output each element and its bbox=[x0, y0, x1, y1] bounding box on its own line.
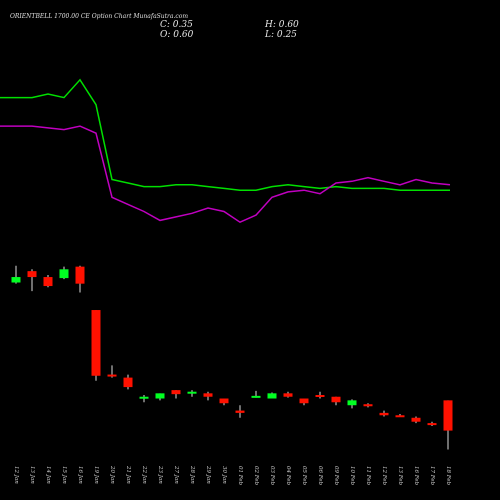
candle-down bbox=[427, 423, 437, 426]
date-tick-label: 05 Feb bbox=[301, 466, 307, 486]
candle-down bbox=[379, 412, 389, 416]
date-tick-label: 23 Jan bbox=[157, 465, 163, 484]
candle-down bbox=[203, 393, 213, 397]
date-tick-label: 13 Feb bbox=[397, 466, 403, 486]
candle-down bbox=[123, 377, 133, 388]
candle-down bbox=[283, 393, 293, 397]
high-value: H: 0.60 bbox=[264, 20, 299, 30]
chart-title: ORIENTBELL 1700.00 CE Option Chart Munaf… bbox=[10, 13, 188, 20]
upper-indicator-line bbox=[0, 78, 450, 191]
date-tick-label: 22 Jan bbox=[141, 465, 147, 484]
candle-down bbox=[75, 266, 85, 284]
close-value: C: 0.35 bbox=[160, 20, 193, 30]
candle-down bbox=[299, 398, 309, 404]
date-tick-label: 10 Feb bbox=[349, 466, 355, 486]
lower-indicator-line bbox=[0, 125, 451, 224]
candle-up bbox=[155, 393, 165, 399]
candle-up bbox=[59, 269, 69, 279]
date-tick-label: 18 Feb bbox=[445, 466, 451, 486]
date-tick-label: 17 Feb bbox=[429, 466, 435, 486]
date-tick-label: 29 Jan bbox=[205, 465, 211, 484]
candle-down bbox=[331, 396, 341, 403]
date-tick-label: 12 Jan bbox=[13, 466, 19, 484]
date-tick-label: 12 Feb bbox=[381, 466, 387, 486]
candle-down bbox=[107, 374, 117, 377]
open-value: O: 0.60 bbox=[160, 30, 194, 40]
date-tick-label: 02 Feb bbox=[253, 466, 259, 486]
date-tick-label: 13 Jan bbox=[29, 466, 35, 484]
date-tick-label: 04 Feb bbox=[285, 466, 291, 486]
date-tick-label: 27 Jan bbox=[173, 465, 179, 484]
candle-up bbox=[11, 277, 21, 283]
date-tick-label: 21 Jan bbox=[125, 465, 131, 484]
candle-down bbox=[27, 271, 37, 278]
date-tick-label: 20 Jan bbox=[109, 465, 115, 484]
candle-down bbox=[411, 417, 421, 422]
candles bbox=[11, 265, 453, 450]
candle-down bbox=[315, 395, 325, 398]
candle-down bbox=[443, 400, 453, 431]
candle-up bbox=[251, 395, 261, 398]
candle-down bbox=[91, 310, 101, 376]
candle-down bbox=[363, 404, 373, 407]
candle-down bbox=[219, 398, 229, 404]
low-value: L: 0.25 bbox=[264, 30, 297, 40]
candle-up bbox=[187, 391, 197, 394]
candle-down bbox=[43, 277, 53, 287]
date-axis: 12 Jan 13 Jan 14 Jan 15 Jan 16 Jan 19 Jan 20 J… bbox=[13, 465, 451, 486]
date-tick-label: 11 Feb bbox=[365, 466, 371, 486]
date-tick-label: 09 Feb bbox=[333, 466, 339, 486]
candle-down bbox=[171, 390, 181, 395]
date-tick-label: 30 Jan bbox=[221, 466, 227, 484]
candle-up bbox=[347, 400, 357, 406]
candle-up bbox=[139, 396, 149, 399]
date-tick-label: 19 Jan bbox=[93, 466, 99, 484]
date-tick-label: 16 Feb bbox=[413, 466, 419, 486]
date-tick-label: 03 Feb bbox=[269, 466, 275, 486]
date-tick-label: 28 Jan bbox=[189, 465, 195, 484]
date-tick-label: 01 Feb bbox=[237, 466, 243, 486]
indicator-lines bbox=[0, 78, 451, 224]
candle-up bbox=[267, 393, 277, 399]
date-tick-label: 16 Jan bbox=[77, 466, 83, 484]
date-tick-label: 14 Jan bbox=[45, 466, 51, 484]
date-tick-label: 15 Jan bbox=[61, 466, 67, 484]
candle-down bbox=[395, 415, 405, 418]
date-tick-label: 06 Feb bbox=[317, 466, 323, 486]
candle-down bbox=[235, 410, 245, 413]
